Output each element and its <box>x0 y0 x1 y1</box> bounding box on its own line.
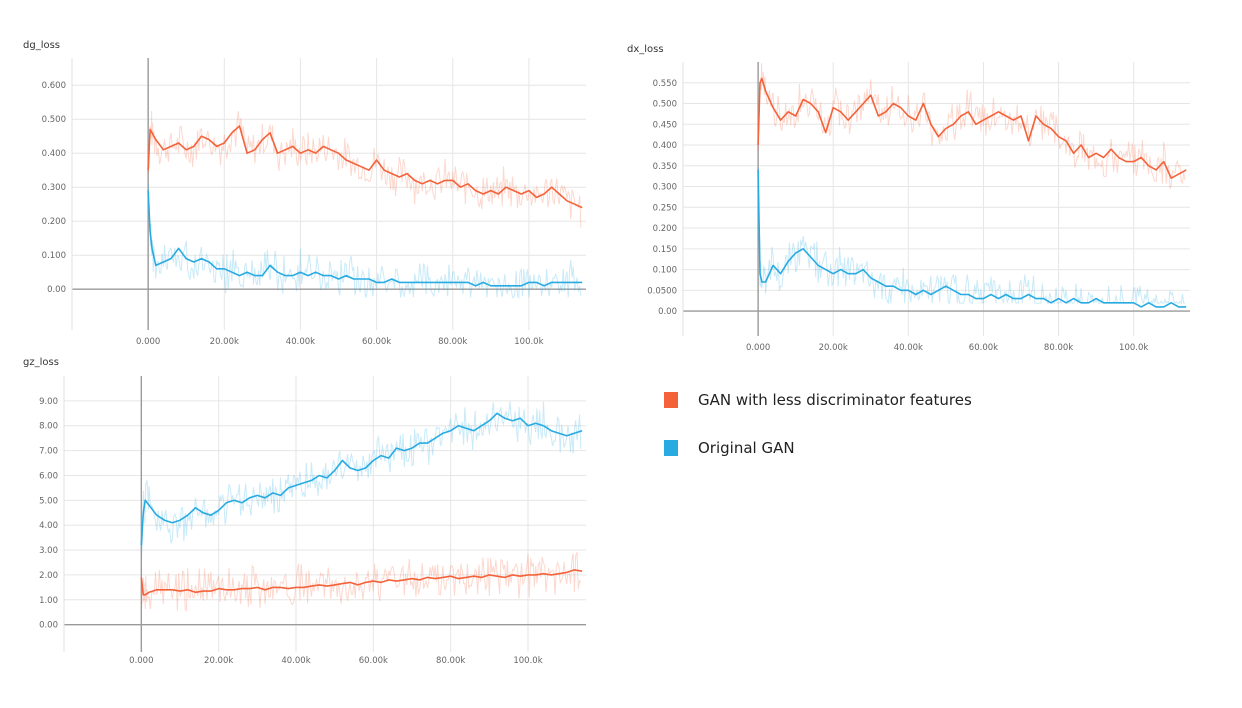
y-tick-label: 8.00 <box>39 422 58 432</box>
chart-gz-loss: gz_loss 0.000 20.00k 40.00k 60.00k 80.00k 100… <box>0 0 600 708</box>
y-tick-label: 0.200 <box>653 224 677 234</box>
x-tick-label: 60.00k <box>362 337 391 347</box>
chart-svg: 0.000 20.00k 40.00k 60.00k 80.00k 100.0k 0.600… <box>42 58 586 347</box>
y-tick-label: 7.00 <box>39 447 58 457</box>
legend-swatch <box>664 440 678 456</box>
y-tick-label: 0.100 <box>42 251 66 261</box>
series-raw-line <box>147 111 582 228</box>
legend-item: GAN with less discriminator features <box>664 388 972 412</box>
series-line <box>757 77 1187 179</box>
y-tick-label: 5.00 <box>39 496 58 506</box>
y-tick-label: 0.400 <box>653 141 677 151</box>
x-tick-label: 100.0k <box>514 337 543 347</box>
y-tick-label: 0.100 <box>653 266 677 276</box>
x-tick-label: 80.00k <box>438 337 467 347</box>
legend-item: Original GAN <box>664 436 972 460</box>
legend-swatch <box>664 392 678 408</box>
y-tick-label: 6.00 <box>39 471 58 481</box>
y-tick-label: 2.00 <box>39 571 58 581</box>
chart-dg-loss: dg_loss 0.000 20.00k 40.00k 60.00k 80.00k 100… <box>0 0 600 355</box>
x-tick-label: 60.00k <box>359 656 388 666</box>
x-tick-label: 0.000 <box>746 343 770 353</box>
series-raw-line <box>147 182 582 299</box>
x-tick-label: 100.0k <box>513 656 542 666</box>
chart-title: dx_loss <box>627 44 664 55</box>
y-tick-label: 0.500 <box>653 100 677 110</box>
chart-svg: 0.000 20.00k 40.00k 60.00k 80.00k 100.0k 0.550… <box>647 62 1190 353</box>
legend-label: Original GAN <box>698 439 795 457</box>
y-tick-label: 0.250 <box>653 203 677 213</box>
y-tick-label: 0.400 <box>42 149 66 159</box>
y-tick-label: 0.350 <box>653 162 677 172</box>
series-raw-line <box>140 552 582 612</box>
series-raw-line <box>140 401 582 555</box>
x-tick-label: 40.00k <box>281 656 310 666</box>
x-tick-label: 20.00k <box>210 337 239 347</box>
series-line <box>147 190 583 287</box>
y-tick-label: 0.00 <box>39 621 58 631</box>
series-line <box>140 412 583 546</box>
legend: GAN with less discriminator features Ori… <box>664 388 972 484</box>
x-tick-label: 80.00k <box>436 656 465 666</box>
x-tick-label: 0.000 <box>136 337 160 347</box>
series-raw-line <box>757 63 1186 189</box>
y-tick-label: 0.0500 <box>647 286 677 296</box>
chart-svg: 0.000 20.00k 40.00k 60.00k 80.00k 100.0k 9.00 8… <box>39 376 586 666</box>
y-tick-label: 0.300 <box>653 183 677 193</box>
x-tick-label: 40.00k <box>286 337 315 347</box>
y-tick-label: 0.200 <box>42 217 66 227</box>
y-tick-label: 0.00 <box>47 285 66 295</box>
y-tick-label: 0.300 <box>42 183 66 193</box>
x-tick-label: 80.00k <box>1044 343 1073 353</box>
y-tick-label: 4.00 <box>39 521 58 531</box>
y-tick-label: 0.500 <box>42 115 66 125</box>
series-line <box>147 125 583 209</box>
y-tick-label: 1.00 <box>39 596 58 606</box>
x-tick-label: 60.00k <box>969 343 998 353</box>
y-tick-label: 0.150 <box>653 245 677 255</box>
series-line <box>757 169 1187 308</box>
chart-dx-loss: dx_loss 0.000 20.00k 40.00k 60.00k 80.00k 100… <box>627 44 1190 353</box>
y-tick-label: 3.00 <box>39 546 58 556</box>
legend-label: GAN with less discriminator features <box>698 391 972 409</box>
x-tick-label: 20.00k <box>819 343 848 353</box>
x-tick-label: 20.00k <box>204 656 233 666</box>
chart-title: gz_loss <box>23 357 59 368</box>
y-tick-label: 0.00 <box>658 307 677 317</box>
y-tick-label: 0.550 <box>653 79 677 89</box>
x-tick-label: 100.0k <box>1119 343 1148 353</box>
y-tick-label: 0.600 <box>42 81 66 91</box>
series-line <box>140 569 583 596</box>
y-tick-label: 0.450 <box>653 120 677 130</box>
chart-title: dg_loss <box>23 40 61 51</box>
x-tick-label: 40.00k <box>894 343 923 353</box>
y-tick-label: 9.00 <box>39 397 58 407</box>
x-tick-label: 0.000 <box>129 656 153 666</box>
